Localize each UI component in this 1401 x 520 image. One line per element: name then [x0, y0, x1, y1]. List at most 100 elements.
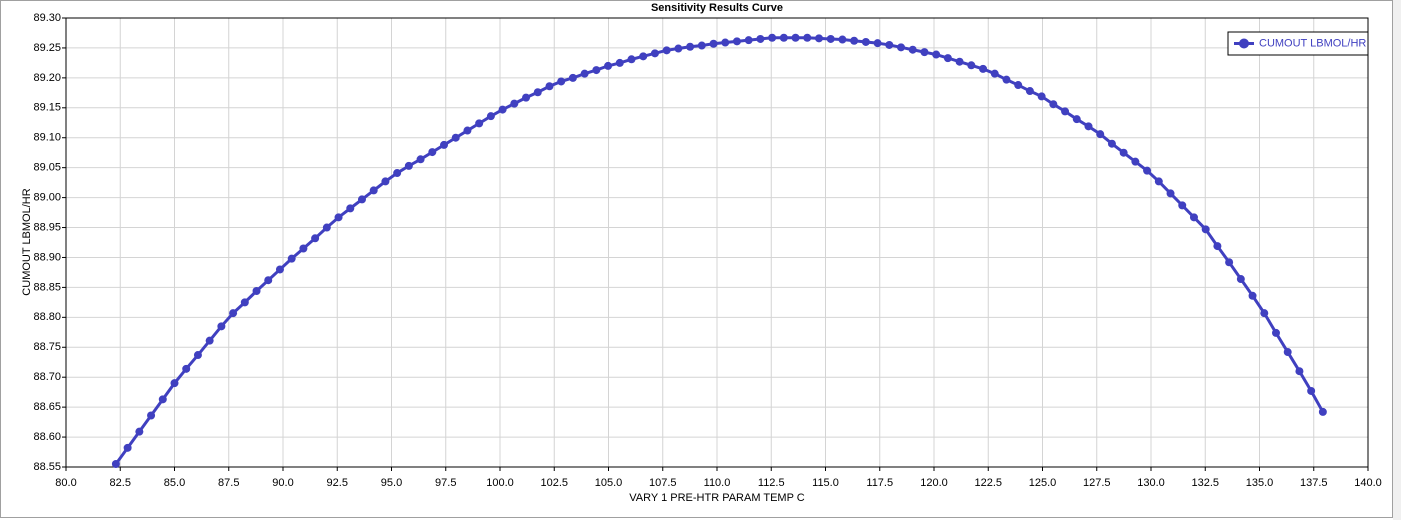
data-point [967, 61, 976, 70]
x-tick-label: 90.0 [272, 477, 293, 489]
data-point [1318, 407, 1327, 416]
window-edge [1393, 0, 1401, 520]
x-tick-label: 100.0 [486, 477, 514, 489]
data-point [1014, 81, 1023, 90]
data-point [1002, 75, 1011, 84]
data-point [135, 427, 144, 436]
data-point [393, 169, 402, 178]
x-tick-label: 82.5 [110, 477, 131, 489]
y-tick-label: 89.00 [33, 192, 61, 204]
data-point [463, 126, 472, 135]
y-tick-label: 89.15 [33, 102, 61, 114]
data-point [1037, 92, 1046, 101]
data-point [264, 276, 273, 285]
data-point [311, 234, 320, 243]
data-point [1131, 157, 1140, 166]
data-point [803, 33, 812, 42]
data-point [428, 148, 437, 157]
legend-marker [1239, 38, 1249, 49]
data-point [357, 195, 366, 204]
legend-label: CUMOUT LBMOL/HR [1259, 37, 1366, 49]
data-point [111, 460, 120, 469]
data-point [1025, 87, 1034, 96]
data-point [346, 204, 355, 213]
data-point [920, 48, 929, 57]
data-point [498, 105, 507, 114]
data-point [510, 99, 519, 108]
data-point [123, 443, 132, 452]
x-tick-label: 115.0 [812, 477, 839, 489]
x-tick-label: 122.5 [974, 477, 1002, 489]
data-point [1049, 100, 1058, 109]
data-point [369, 186, 378, 195]
data-point [979, 64, 988, 73]
data-point [768, 33, 777, 42]
x-tick-label: 127.5 [1083, 477, 1111, 489]
x-axis-label: VARY 1 PRE-HTR PARAM TEMP C [629, 492, 804, 504]
x-tick-label: 132.5 [1191, 477, 1219, 489]
data-point [897, 43, 906, 52]
y-tick-label: 89.05 [33, 162, 61, 174]
data-point [416, 155, 425, 164]
data-point [932, 50, 941, 59]
data-point [615, 58, 624, 67]
data-point [217, 322, 226, 331]
data-point [1295, 367, 1304, 376]
chart-title: Sensitivity Results Curve [651, 2, 783, 14]
data-point [545, 82, 554, 91]
data-point [299, 244, 308, 253]
data-point [381, 177, 390, 186]
x-tick-label: 110.0 [704, 477, 731, 489]
data-point [756, 34, 765, 43]
data-point [533, 88, 542, 97]
data-point [1225, 258, 1234, 267]
data-point [873, 39, 882, 48]
data-point [193, 351, 202, 360]
data-point [604, 61, 613, 70]
data-point [826, 34, 835, 43]
data-point [955, 57, 964, 66]
y-tick-label: 88.95 [33, 221, 61, 233]
data-point [475, 119, 484, 128]
data-point [861, 37, 870, 46]
x-tick-label: 107.5 [649, 477, 677, 489]
data-point [686, 42, 695, 51]
data-point [1271, 328, 1280, 337]
data-point [240, 298, 249, 307]
data-point [709, 39, 718, 48]
data-point [779, 33, 788, 42]
data-point [440, 140, 449, 149]
x-tick-label: 130.0 [1137, 477, 1165, 489]
data-point [732, 37, 741, 46]
data-point [568, 73, 577, 82]
data-point [147, 411, 156, 420]
y-tick-label: 88.70 [33, 371, 61, 383]
data-point [592, 66, 601, 75]
x-tick-label: 135.0 [1246, 477, 1274, 489]
data-point [1248, 291, 1257, 300]
x-tick-label: 92.5 [327, 477, 348, 489]
data-point [674, 44, 683, 53]
data-point [451, 133, 460, 142]
x-tick-label: 105.0 [595, 477, 623, 489]
data-point [650, 49, 659, 58]
x-tick-label: 125.0 [1029, 477, 1057, 489]
data-point [580, 69, 589, 78]
x-tick-label: 97.5 [435, 477, 456, 489]
data-point [1166, 189, 1175, 198]
data-point [885, 40, 894, 49]
y-tick-label: 88.90 [33, 251, 61, 263]
data-point [1189, 213, 1198, 222]
data-point [791, 33, 800, 42]
legend-box [1227, 31, 1369, 56]
data-point [697, 41, 706, 50]
data-point [229, 309, 238, 318]
data-point [990, 69, 999, 78]
x-tick-label: 95.0 [381, 477, 402, 489]
y-tick-label: 89.20 [33, 72, 61, 84]
data-point [287, 254, 296, 263]
y-tick-label: 89.30 [33, 12, 61, 24]
